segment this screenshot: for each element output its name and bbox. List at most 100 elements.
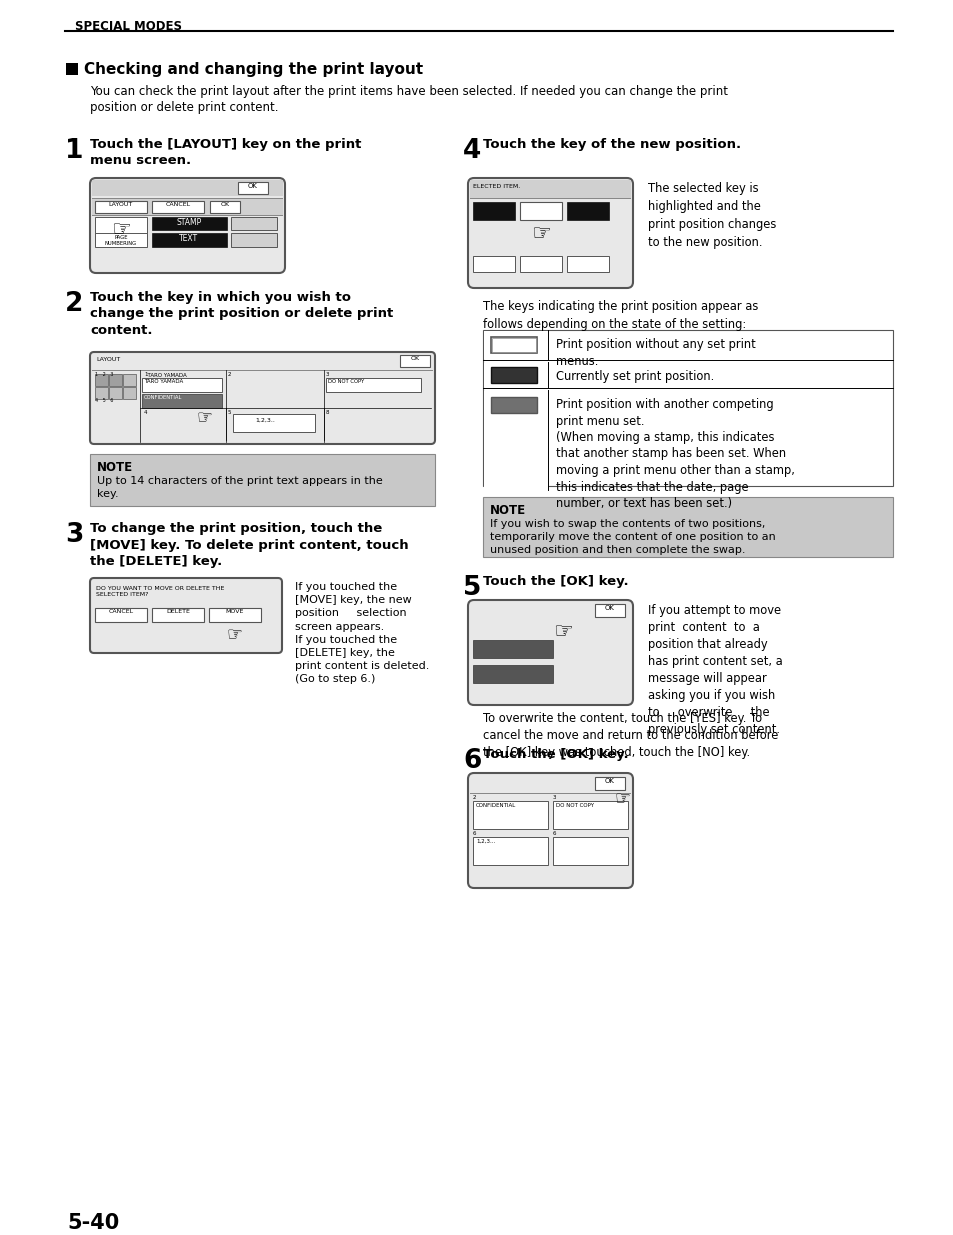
Text: The selected key is
highlighted and the
print position changes
to the new positi: The selected key is highlighted and the … — [647, 182, 776, 249]
Text: 1: 1 — [144, 372, 148, 377]
Text: 4: 4 — [144, 410, 148, 415]
Text: TARO YAMADA: TARO YAMADA — [144, 379, 183, 384]
Bar — [566, 256, 608, 272]
Text: Print position with another competing
print menu set.
(When moving a stamp, this: Print position with another competing pr… — [556, 398, 794, 510]
Bar — [95, 233, 147, 247]
Text: OK: OK — [220, 203, 230, 207]
Text: LAYOUT: LAYOUT — [109, 203, 133, 207]
Bar — [152, 217, 227, 230]
Text: If you attempt to move
print  content  to  a
position that already
has print con: If you attempt to move print content to … — [647, 604, 781, 736]
Bar — [399, 354, 430, 367]
Bar — [95, 374, 108, 387]
Text: ☞: ☞ — [615, 789, 630, 806]
Bar — [109, 374, 122, 387]
Text: SPECIAL MODES: SPECIAL MODES — [75, 20, 182, 33]
Text: 6: 6 — [473, 831, 476, 836]
Text: 5: 5 — [462, 576, 481, 601]
Bar — [95, 387, 108, 399]
Bar — [595, 604, 624, 618]
Bar — [210, 201, 240, 212]
Bar — [482, 496, 892, 557]
Bar — [142, 378, 222, 391]
FancyBboxPatch shape — [468, 178, 633, 288]
Text: MOVE: MOVE — [226, 609, 244, 614]
Bar — [491, 396, 537, 412]
Text: 4: 4 — [462, 138, 480, 164]
Text: 4   5   6: 4 5 6 — [95, 398, 113, 403]
Text: Print position without any set print
menus.: Print position without any set print men… — [556, 338, 755, 368]
Bar — [492, 338, 536, 352]
Text: DO NOT COPY: DO NOT COPY — [556, 803, 594, 808]
Bar — [473, 256, 515, 272]
Text: CANCEL: CANCEL — [109, 609, 133, 614]
Text: 6: 6 — [553, 831, 556, 836]
Text: 5: 5 — [228, 410, 232, 415]
Bar — [326, 378, 420, 391]
Bar — [473, 802, 547, 829]
Bar — [123, 387, 136, 399]
Text: Touch the key of the new position.: Touch the key of the new position. — [482, 138, 740, 151]
Text: Touch the [OK] key.: Touch the [OK] key. — [482, 748, 628, 761]
Text: DO NOT COPY: DO NOT COPY — [328, 379, 364, 384]
Text: If you wish to swap the contents of two positions,
temporarily move the content : If you wish to swap the contents of two … — [490, 519, 775, 555]
Text: ELECTED ITEM.: ELECTED ITEM. — [473, 184, 519, 189]
Bar — [491, 337, 537, 353]
Bar — [91, 180, 283, 196]
Bar — [473, 203, 515, 220]
Bar — [152, 233, 227, 247]
Text: 2: 2 — [228, 372, 232, 377]
Text: OK: OK — [410, 356, 419, 361]
Bar — [519, 256, 561, 272]
Bar — [233, 414, 314, 432]
Text: 3: 3 — [553, 795, 556, 800]
Bar — [152, 201, 204, 212]
Bar — [473, 837, 547, 864]
Bar — [95, 608, 147, 622]
Text: ☞: ☞ — [111, 220, 131, 240]
Bar — [473, 664, 553, 683]
Text: The keys indicating the print position appear as
follows depending on the state : The keys indicating the print position a… — [482, 300, 758, 331]
Text: TARO YAMADA: TARO YAMADA — [144, 373, 187, 378]
Text: Touch the [LAYOUT] key on the print
menu screen.: Touch the [LAYOUT] key on the print menu… — [90, 138, 361, 168]
Bar — [566, 203, 608, 220]
Text: NOTE: NOTE — [490, 504, 525, 517]
Bar — [123, 374, 136, 387]
Bar — [109, 387, 122, 399]
Bar — [553, 837, 627, 864]
FancyBboxPatch shape — [90, 178, 285, 273]
Text: DO YOU WANT TO MOVE OR DELETE THE
SELECTED ITEM?: DO YOU WANT TO MOVE OR DELETE THE SELECT… — [96, 585, 224, 598]
Text: STAMP: STAMP — [176, 219, 201, 227]
Text: Touch the [OK] key.: Touch the [OK] key. — [482, 576, 628, 588]
Text: PAGE
NUMBERING: PAGE NUMBERING — [105, 235, 137, 246]
Text: 1,2,3..: 1,2,3.. — [254, 417, 274, 424]
Text: Currently set print position.: Currently set print position. — [556, 370, 714, 383]
Text: ☞: ☞ — [553, 622, 573, 642]
Bar — [95, 201, 147, 212]
Bar — [90, 454, 435, 506]
Bar — [595, 777, 624, 790]
Text: DELETE: DELETE — [166, 609, 190, 614]
Text: OK: OK — [604, 778, 615, 784]
Text: Touch the key in which you wish to
change the print position or delete print
con: Touch the key in which you wish to chang… — [90, 291, 393, 337]
Bar — [237, 182, 268, 194]
Text: 1,2,3...: 1,2,3... — [476, 839, 495, 844]
Text: 1: 1 — [65, 138, 84, 164]
Bar — [66, 63, 78, 75]
Text: Up to 14 characters of the print text appears in the
key.: Up to 14 characters of the print text ap… — [97, 475, 382, 499]
Text: To change the print position, touch the
[MOVE] key. To delete print content, tou: To change the print position, touch the … — [90, 522, 408, 568]
Text: 8: 8 — [326, 410, 329, 415]
FancyBboxPatch shape — [468, 600, 633, 705]
Text: To overwrite the content, touch the [YES] key. To
cancel the move and return to : To overwrite the content, touch the [YES… — [482, 713, 778, 760]
Text: 6: 6 — [462, 748, 481, 774]
FancyBboxPatch shape — [90, 352, 435, 445]
Text: ☞: ☞ — [531, 224, 551, 245]
Text: 3: 3 — [326, 372, 329, 377]
Text: OK: OK — [604, 605, 615, 611]
Bar — [142, 394, 222, 408]
FancyBboxPatch shape — [90, 578, 282, 653]
Text: NOTE: NOTE — [97, 461, 133, 474]
Text: TEXT: TEXT — [179, 233, 198, 243]
Bar — [152, 608, 204, 622]
Text: CONFIDENTIAL: CONFIDENTIAL — [144, 395, 182, 400]
Bar — [470, 180, 630, 198]
